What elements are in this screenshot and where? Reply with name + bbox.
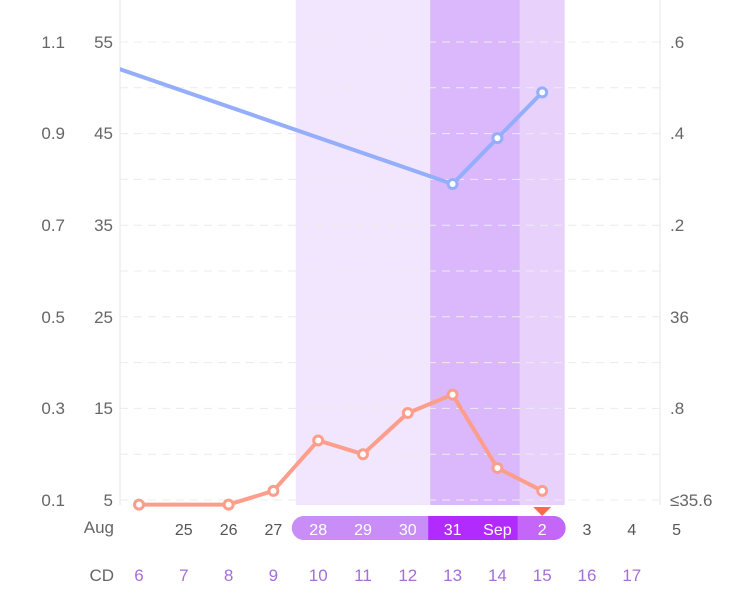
cycle-day-label: 9 — [269, 566, 278, 585]
orange-data-point — [491, 461, 504, 474]
month-label: Aug — [84, 518, 114, 537]
temperature-series-line — [120, 67, 544, 186]
cycle-day-label: 17 — [622, 566, 641, 585]
left-outer-tick: 1.1 — [41, 33, 65, 52]
right-tick: .8 — [670, 399, 684, 418]
cycle-day-label: 7 — [179, 566, 188, 585]
date-label: 25 — [175, 522, 193, 539]
date-label: 31 — [444, 522, 462, 539]
date-label: 29 — [354, 522, 372, 539]
peak-dates-segment — [428, 516, 518, 540]
date-label: 4 — [627, 522, 636, 539]
cycle-day-label: 15 — [533, 566, 552, 585]
date-label: 30 — [399, 522, 417, 539]
post-peak-band — [519, 0, 565, 505]
date-label: 3 — [583, 522, 592, 539]
orange-data-point — [357, 448, 369, 461]
right-tick: ≤35.6 — [670, 491, 712, 510]
cycle-day-label: 16 — [578, 566, 597, 585]
date-label: 2 — [538, 522, 547, 539]
right-tick: 36 — [670, 308, 689, 327]
left-inner-tick: 55 — [94, 33, 113, 52]
date-label: Sep — [483, 522, 512, 539]
cycle-day-label: 14 — [488, 566, 507, 585]
orange-data-point — [267, 484, 280, 497]
right-tick: .2 — [670, 216, 684, 235]
left-outer-tick: 0.9 — [41, 124, 65, 143]
orange-data-point — [536, 484, 549, 497]
left-inner-tick: 25 — [94, 308, 113, 327]
left-inner-tick: 45 — [94, 124, 113, 143]
orange-data-point — [133, 498, 145, 511]
right-tick: .4 — [670, 124, 684, 143]
left-inner-tick: 15 — [94, 399, 113, 418]
cycle-day-label: 8 — [224, 566, 233, 585]
left-outer-tick: 0.1 — [41, 491, 65, 510]
cycle-day-label: CD — [89, 566, 114, 585]
temperature-data-point — [491, 132, 504, 145]
left-inner-tick: 35 — [94, 216, 113, 235]
temperature-data-point — [536, 86, 549, 99]
left-outer-tick: 0.3 — [41, 399, 65, 418]
orange-data-point — [446, 388, 459, 401]
orange-data-point — [401, 406, 414, 419]
cycle-day-label: 12 — [398, 566, 417, 585]
post-dates-segment — [517, 516, 566, 540]
orange-data-point — [312, 434, 325, 447]
orange-data-point — [222, 498, 235, 511]
date-label: 27 — [265, 522, 283, 539]
cycle-day-label: 13 — [443, 566, 462, 585]
left-outer-tick: 0.5 — [41, 308, 65, 327]
date-label: 28 — [309, 522, 327, 539]
cycle-day-label: 10 — [309, 566, 328, 585]
left-inner-tick: 5 — [104, 491, 113, 510]
cycle-day-label: 11 — [354, 566, 372, 585]
cycle-day-label: 6 — [134, 566, 143, 585]
temperature-data-point — [446, 177, 459, 190]
right-tick: .6 — [670, 33, 684, 52]
selected-day-marker-icon — [533, 507, 552, 516]
peak-fertility-band — [430, 0, 520, 505]
left-outer-tick: 0.7 — [41, 216, 65, 235]
date-label: 5 — [672, 522, 681, 539]
date-label: 26 — [220, 522, 238, 539]
